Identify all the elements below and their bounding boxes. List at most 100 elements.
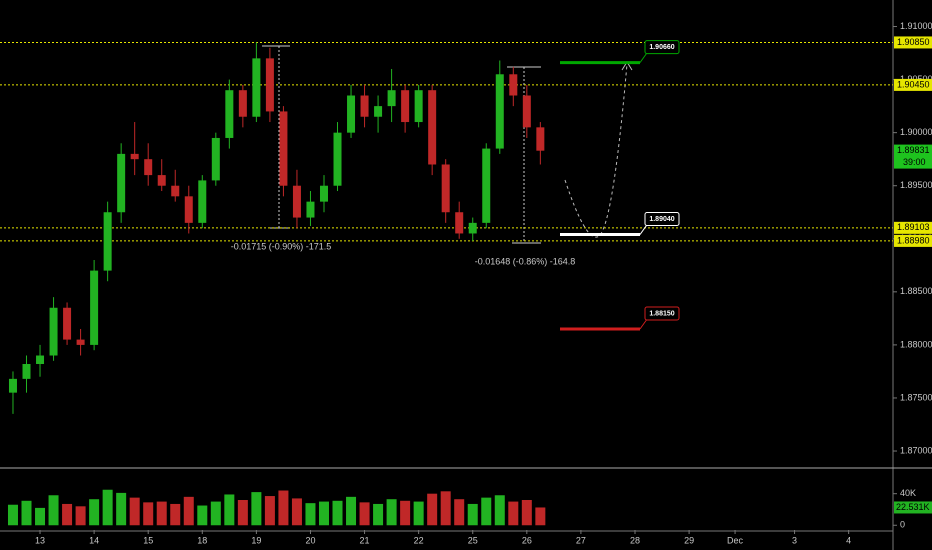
- volume-bar: [7, 504, 18, 526]
- volume-bar: [535, 507, 546, 526]
- x-tick-label: Dec: [727, 535, 744, 545]
- candle-body: [374, 106, 383, 117]
- y-tick-label: 1.88000: [900, 339, 932, 349]
- candle-body: [76, 339, 85, 345]
- x-tick-label: 25: [468, 535, 478, 545]
- candle-body: [90, 270, 99, 345]
- volume-bar: [440, 491, 451, 526]
- countdown: 39:00: [903, 157, 926, 167]
- level-label: 1.90450: [897, 79, 930, 89]
- candle-body: [468, 222, 477, 234]
- measure-label: -0.01648 (-0.86%) -164.8: [475, 256, 576, 266]
- x-tick-label: 26: [522, 535, 532, 545]
- volume-bar: [102, 489, 113, 526]
- volume-bar: [332, 500, 343, 526]
- volume-bar: [359, 502, 370, 526]
- x-tick-label: 28: [630, 535, 640, 545]
- candle-body: [49, 307, 58, 356]
- x-tick-label: 13: [35, 535, 45, 545]
- candle-body: [522, 95, 531, 128]
- volume-tick-label: 40K: [900, 488, 916, 498]
- level-label: 1.89103: [897, 222, 930, 232]
- candle-body: [495, 74, 504, 149]
- x-tick-label: 18: [197, 535, 207, 545]
- candle-body: [428, 90, 437, 165]
- candle-body: [171, 185, 180, 197]
- x-tick-label: 27: [576, 535, 586, 545]
- candle-body: [482, 148, 491, 223]
- volume-current-box: [894, 501, 932, 514]
- x-tick-label: 29: [684, 535, 694, 545]
- candle-body: [8, 378, 17, 393]
- trade-label-box: [644, 212, 680, 227]
- x-tick-label: 15: [143, 535, 153, 545]
- volume-bar: [481, 497, 492, 526]
- candle-body: [198, 180, 207, 223]
- y-tick-label: 1.87500: [900, 392, 932, 402]
- candle-body: [63, 307, 72, 340]
- trade-label: 1.88150: [649, 310, 674, 317]
- candle-body: [36, 355, 45, 364]
- x-tick-label: 19: [251, 535, 261, 545]
- candle-body: [184, 196, 193, 223]
- candle-body: [536, 127, 545, 151]
- candle-body: [333, 132, 342, 186]
- volume-bar: [237, 500, 248, 526]
- volume-bar: [62, 503, 73, 526]
- x-tick-label: 22: [414, 535, 424, 545]
- volume-bar: [116, 492, 127, 526]
- candle-body: [292, 185, 301, 218]
- volume-bar: [467, 503, 478, 526]
- candle-body: [265, 58, 274, 112]
- trade-label: 1.89040: [649, 216, 674, 223]
- measure-label: -0.01715 (-0.90%) -171.5: [231, 241, 332, 251]
- y-tick-label: 1.89500: [900, 180, 932, 190]
- candle-body: [22, 364, 31, 379]
- candle-body: [455, 212, 464, 234]
- volume-bar: [75, 506, 86, 526]
- y-tick-label: 1.91000: [900, 21, 932, 31]
- y-tick-label: 1.90000: [900, 127, 932, 137]
- candle-body: [414, 90, 423, 123]
- volume-bar: [427, 493, 438, 526]
- volume-bar: [21, 500, 32, 526]
- trade-label: 1.90660: [649, 44, 674, 51]
- volume-bar: [48, 495, 59, 526]
- volume-bar: [494, 495, 505, 526]
- volume-bar: [183, 496, 194, 526]
- volume-current-label: 22.531K: [896, 502, 930, 512]
- current-price-box: [894, 144, 932, 169]
- level-label-box: [894, 36, 932, 49]
- volume-bar: [305, 503, 316, 526]
- volume-bar: [291, 498, 302, 526]
- volume-bar: [251, 492, 262, 526]
- x-tick-label: 3: [792, 535, 797, 545]
- volume-bar: [454, 499, 465, 526]
- volume-bar: [89, 499, 100, 526]
- candle-body: [211, 137, 220, 181]
- candle-body: [279, 111, 288, 186]
- volume-bar: [197, 505, 208, 526]
- volume-bar: [35, 507, 46, 526]
- volume-tick-label: 0: [900, 520, 905, 530]
- candle-body: [347, 95, 356, 133]
- candle-body: [306, 201, 315, 218]
- y-tick-label: 1.88500: [900, 286, 932, 296]
- candle-body: [238, 90, 247, 117]
- x-tick-label: 14: [89, 535, 99, 545]
- y-tick-label: 1.87000: [900, 445, 932, 455]
- level-label: 1.88980: [897, 235, 930, 245]
- volume-bar: [521, 500, 532, 526]
- volume-bar: [264, 496, 275, 526]
- x-tick-label: 4: [846, 535, 851, 545]
- volume-bar: [224, 494, 235, 526]
- level-label-box: [894, 221, 932, 234]
- level-label: 1.90850: [897, 37, 930, 47]
- candle-body: [387, 90, 396, 107]
- x-tick-label: 21: [360, 535, 370, 545]
- trade-label-box: [644, 40, 680, 55]
- volume-bar: [143, 502, 154, 526]
- candle-body: [252, 58, 261, 117]
